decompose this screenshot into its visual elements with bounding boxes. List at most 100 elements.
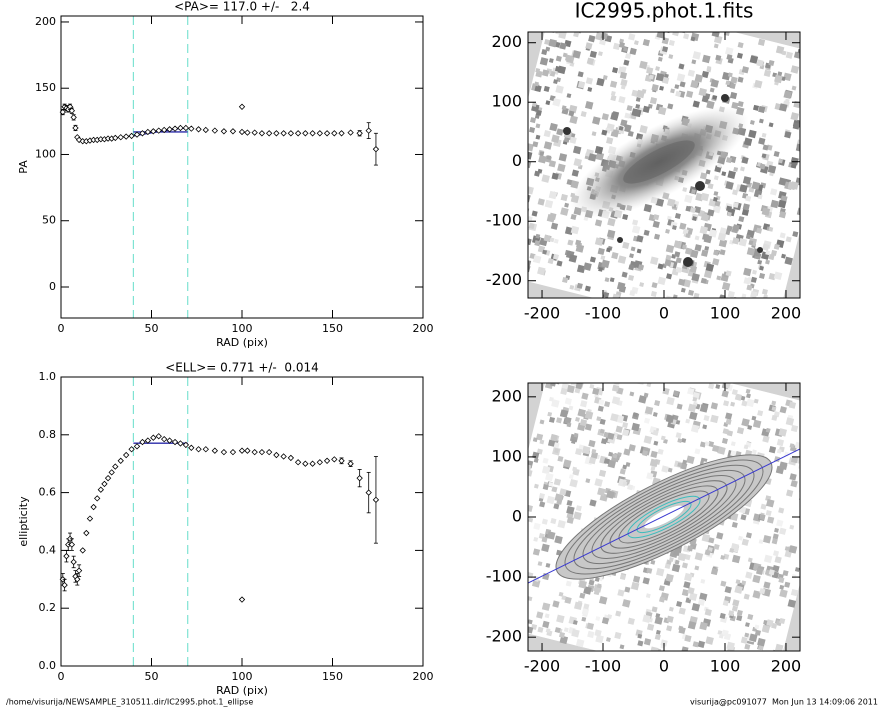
noise [603,458,610,465]
noise [604,277,610,283]
noise [694,244,702,252]
noise [623,59,630,66]
noise [754,79,763,89]
noise [712,196,718,202]
data-point [117,134,124,141]
noise [804,480,812,488]
noise [681,589,690,597]
noise [553,442,560,449]
noise [766,619,774,627]
noise [794,441,800,450]
noise [542,620,550,629]
noise [771,400,777,406]
noise [721,282,731,291]
noise [519,237,527,245]
noise [564,596,572,604]
noise [589,364,595,370]
data-point [188,444,195,451]
noise [668,54,674,60]
noise [713,43,719,49]
noise [692,100,700,108]
noise [716,275,722,281]
noise [719,612,726,619]
noise [750,290,758,298]
noise [678,607,686,615]
noise [738,238,748,247]
noise [561,383,569,390]
noise [571,439,576,444]
noise [713,543,720,550]
noise [622,464,628,470]
noise [636,89,645,99]
noise [810,438,817,445]
noise [725,181,734,190]
noise [662,46,669,53]
noise [573,158,582,167]
noise [567,349,572,354]
noise [627,484,634,491]
noise [576,264,586,274]
noise [768,59,775,67]
noise [685,90,694,98]
noise [575,416,580,422]
noise [685,418,691,424]
noise [547,411,553,417]
noise [693,292,700,298]
data-point [244,129,251,136]
noise [758,681,765,688]
noise [528,160,532,169]
data-point [211,127,219,134]
noise [789,473,797,481]
noise [741,156,749,164]
noise [644,406,654,415]
noise [548,481,554,487]
noise [544,613,550,619]
noise [675,90,682,97]
noise [666,615,674,623]
noise [761,132,767,138]
noise [579,353,587,361]
noise [746,284,753,291]
noise [516,591,521,596]
noise [741,208,750,216]
noise [701,70,709,79]
noise [566,516,574,524]
y-tick-label: 0.0 [39,659,57,672]
noise [708,537,715,544]
noise [768,272,776,281]
noise [803,447,809,453]
noise [594,237,604,246]
noise [617,255,627,264]
noise [768,446,777,454]
noise [758,137,766,145]
noise [697,598,706,606]
data-point [144,128,152,136]
noise [654,616,663,625]
data-point [302,130,309,137]
noise [665,228,670,234]
noise [678,375,683,380]
noise [585,77,594,85]
noise [736,426,745,435]
noise [817,113,822,118]
noise [532,548,541,556]
noise [687,289,695,296]
noise [757,637,766,647]
noise [555,55,562,62]
noise [701,533,711,543]
x-tick-label: 100 [232,322,253,335]
noise [718,238,728,248]
noise [719,294,726,298]
axes-frame [60,376,424,667]
noise [522,557,528,563]
noise [541,543,550,553]
noise [554,535,563,544]
noise [691,273,700,282]
noise [510,241,515,246]
noise [731,554,741,564]
noise [588,35,596,43]
data-point [238,596,246,603]
noise [659,85,664,91]
noise [615,610,622,617]
noise [535,123,541,129]
